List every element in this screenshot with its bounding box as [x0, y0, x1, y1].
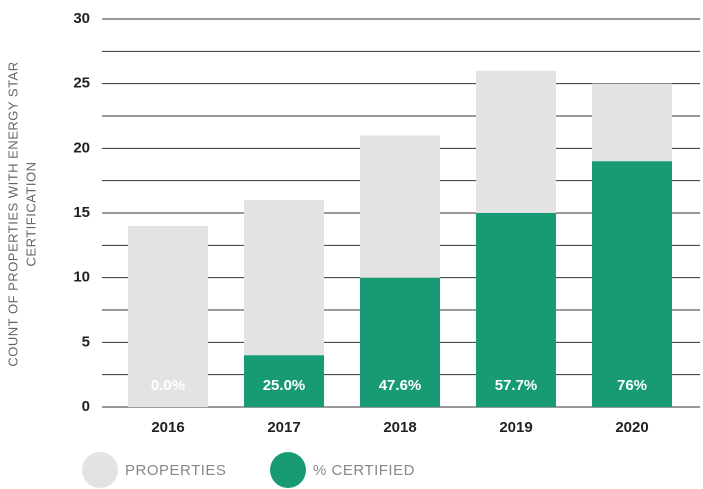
data-label: 47.6%	[379, 377, 422, 394]
bar-certified	[592, 161, 672, 407]
data-label: 25.0%	[263, 377, 306, 394]
y-tick-label: 30	[73, 10, 90, 27]
y-tick-label: 5	[82, 333, 90, 350]
y-axis-label-line: COUNT OF PROPERTIES WITH ENERGY STAR	[5, 61, 20, 366]
bar-certified	[476, 212, 556, 407]
x-tick-label: 2020	[615, 419, 648, 436]
bar	[128, 225, 208, 407]
data-label: 0.0%	[151, 377, 185, 394]
y-tick-label: 15	[73, 204, 90, 221]
data-label: 57.7%	[495, 377, 538, 394]
y-axis-label-line: CERTIFICATION	[23, 162, 38, 267]
bar-certified	[360, 277, 440, 407]
legend-label: PROPERTIES	[125, 462, 226, 479]
x-tick-label: 2018	[383, 419, 416, 436]
legend-swatch	[82, 452, 118, 488]
x-tick-label: 2017	[267, 419, 300, 436]
data-label: 76%	[617, 377, 647, 394]
legend-label: % CERTIFIED	[313, 462, 415, 479]
legend-swatch	[270, 452, 306, 488]
y-axis-label: COUNT OF PROPERTIES WITH ENERGY STAR CER…	[5, 61, 38, 366]
y-tick-label: 20	[73, 139, 90, 156]
x-tick-label: 2019	[499, 419, 532, 436]
bar-certified	[244, 355, 324, 407]
y-tick-label: 10	[73, 269, 90, 286]
y-tick-label: 0	[82, 398, 90, 415]
y-tick-label: 25	[73, 75, 90, 92]
x-tick-label: 2016	[151, 419, 184, 436]
